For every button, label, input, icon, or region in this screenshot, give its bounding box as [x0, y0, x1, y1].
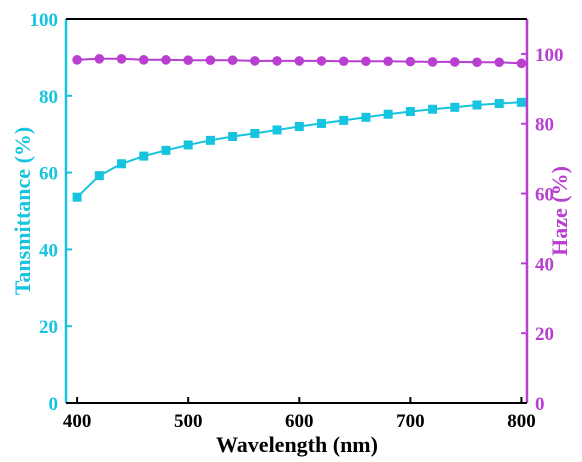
transmittance-point	[516, 97, 526, 107]
haze-point	[516, 58, 527, 69]
transmittance-line	[76, 101, 522, 198]
transmittance-point	[494, 98, 504, 108]
haze-point	[494, 57, 505, 68]
transmittance-point	[383, 109, 393, 119]
transmittance-point	[450, 102, 460, 112]
right-tick-label: 80	[535, 115, 554, 136]
haze-point	[294, 56, 305, 66]
left-tick-label: 40	[39, 240, 58, 261]
haze-point	[405, 56, 416, 67]
haze-point	[272, 56, 282, 66]
haze-point	[183, 55, 193, 65]
haze-point	[472, 57, 482, 68]
transmittance-point	[139, 151, 149, 161]
left-tick-label: 100	[30, 10, 59, 31]
transmittance-point	[228, 132, 238, 142]
right-tick-label: 100	[535, 45, 564, 66]
x-axis: 400 500 600 700 800	[63, 397, 536, 432]
haze-point	[383, 56, 393, 67]
right-axis-label: Haze (%)	[547, 166, 572, 256]
left-tick-label: 0	[49, 394, 59, 415]
haze-point	[361, 56, 371, 67]
haze-point	[227, 55, 238, 65]
haze-point	[427, 57, 438, 67]
haze-point	[205, 55, 216, 65]
transmittance-point	[294, 122, 304, 132]
x-axis-label: Wavelength (nm)	[216, 432, 378, 457]
transmittance-point	[339, 115, 349, 125]
x-tick-label: 500	[174, 411, 203, 432]
transmittance-point	[161, 145, 171, 155]
left-tick-label: 80	[39, 87, 58, 108]
haze-point	[338, 56, 349, 67]
transmittance-point	[183, 140, 193, 150]
transmittance-point	[117, 159, 127, 169]
right-tick-label: 20	[535, 324, 554, 345]
right-tick-label: 40	[535, 254, 554, 275]
transmittance-point	[94, 171, 104, 181]
axes-frame	[64, 18, 529, 404]
left-tick-label: 20	[39, 317, 58, 338]
haze-point	[449, 57, 460, 67]
x-tick-label: 600	[285, 411, 314, 432]
transmittance-point	[361, 112, 371, 122]
right-tick-label: 0	[535, 394, 545, 415]
x-tick-label: 400	[63, 411, 92, 432]
left-tick-label: 60	[39, 164, 58, 185]
transmittance-point	[428, 104, 438, 114]
haze-point	[116, 53, 127, 64]
transmittance-point	[205, 135, 215, 145]
transmittance-point	[316, 118, 326, 128]
transmittance-point	[72, 192, 82, 202]
haze-point	[138, 55, 149, 65]
right-tick-label: 60	[535, 185, 554, 206]
haze-point	[72, 55, 82, 65]
left-axis-label: Tansmittance (%)	[10, 127, 35, 295]
right-axis: 0 20 40 60 80 100	[521, 45, 564, 415]
haze-point	[94, 53, 105, 64]
transmittance-point	[405, 107, 415, 117]
transmittance-point	[272, 125, 282, 135]
plot-area	[72, 53, 527, 202]
transmittance-point	[472, 100, 482, 110]
transmittance-point	[250, 128, 260, 138]
x-tick-label: 700	[396, 411, 425, 432]
haze-point	[316, 56, 327, 66]
haze-point	[250, 56, 260, 66]
haze-point	[161, 55, 171, 65]
x-tick-label: 800	[507, 411, 536, 432]
